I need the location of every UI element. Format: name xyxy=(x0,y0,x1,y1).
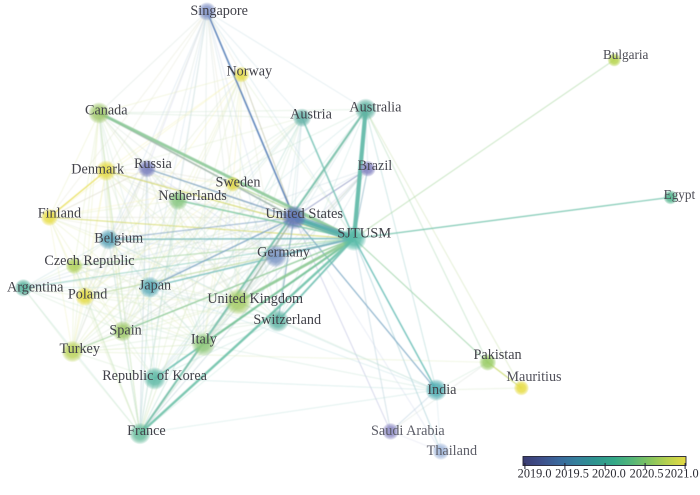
svg-text:Pakistan: Pakistan xyxy=(474,347,522,363)
svg-text:Czech Republic: Czech Republic xyxy=(44,253,134,269)
svg-text:Belgium: Belgium xyxy=(94,231,143,247)
svg-text:Germany: Germany xyxy=(257,245,311,261)
svg-text:Egypt: Egypt xyxy=(664,187,696,202)
svg-text:Japan: Japan xyxy=(139,278,171,294)
svg-text:Singapore: Singapore xyxy=(190,3,248,19)
svg-text:Thailand: Thailand xyxy=(427,443,477,459)
svg-text:2020.5: 2020.5 xyxy=(630,467,664,481)
svg-text:SJTUSM: SJTUSM xyxy=(337,226,391,242)
svg-text:Spain: Spain xyxy=(109,323,141,339)
svg-text:Switzerland: Switzerland xyxy=(253,312,321,328)
svg-text:Argentina: Argentina xyxy=(7,279,64,295)
svg-text:Canada: Canada xyxy=(85,103,128,119)
svg-text:Mauritius: Mauritius xyxy=(506,369,562,385)
svg-text:France: France xyxy=(127,423,166,439)
svg-text:2021.0: 2021.0 xyxy=(665,467,699,481)
svg-text:Republic of Korea: Republic of Korea xyxy=(102,368,207,384)
svg-text:Italy: Italy xyxy=(191,332,218,348)
svg-text:Australia: Australia xyxy=(349,100,402,116)
svg-text:Norway: Norway xyxy=(226,64,273,80)
svg-text:2019.5: 2019.5 xyxy=(555,467,589,481)
svg-text:United Kingdom: United Kingdom xyxy=(207,291,303,307)
svg-text:Turkey: Turkey xyxy=(59,341,100,357)
svg-text:Netherlands: Netherlands xyxy=(158,188,227,204)
svg-text:Finland: Finland xyxy=(38,206,81,222)
svg-text:Saudi Arabia: Saudi Arabia xyxy=(371,423,445,439)
svg-text:Brazil: Brazil xyxy=(358,158,393,174)
svg-text:Poland: Poland xyxy=(68,287,107,303)
svg-text:2019.0: 2019.0 xyxy=(518,467,552,481)
svg-text:Denmark: Denmark xyxy=(71,162,125,178)
svg-text:Austria: Austria xyxy=(290,107,332,123)
svg-text:2020.0: 2020.0 xyxy=(592,467,626,481)
svg-text:Russia: Russia xyxy=(134,156,173,172)
svg-text:Bulgaria: Bulgaria xyxy=(603,47,649,62)
svg-text:United States: United States xyxy=(265,206,343,222)
svg-text:India: India xyxy=(427,382,457,398)
